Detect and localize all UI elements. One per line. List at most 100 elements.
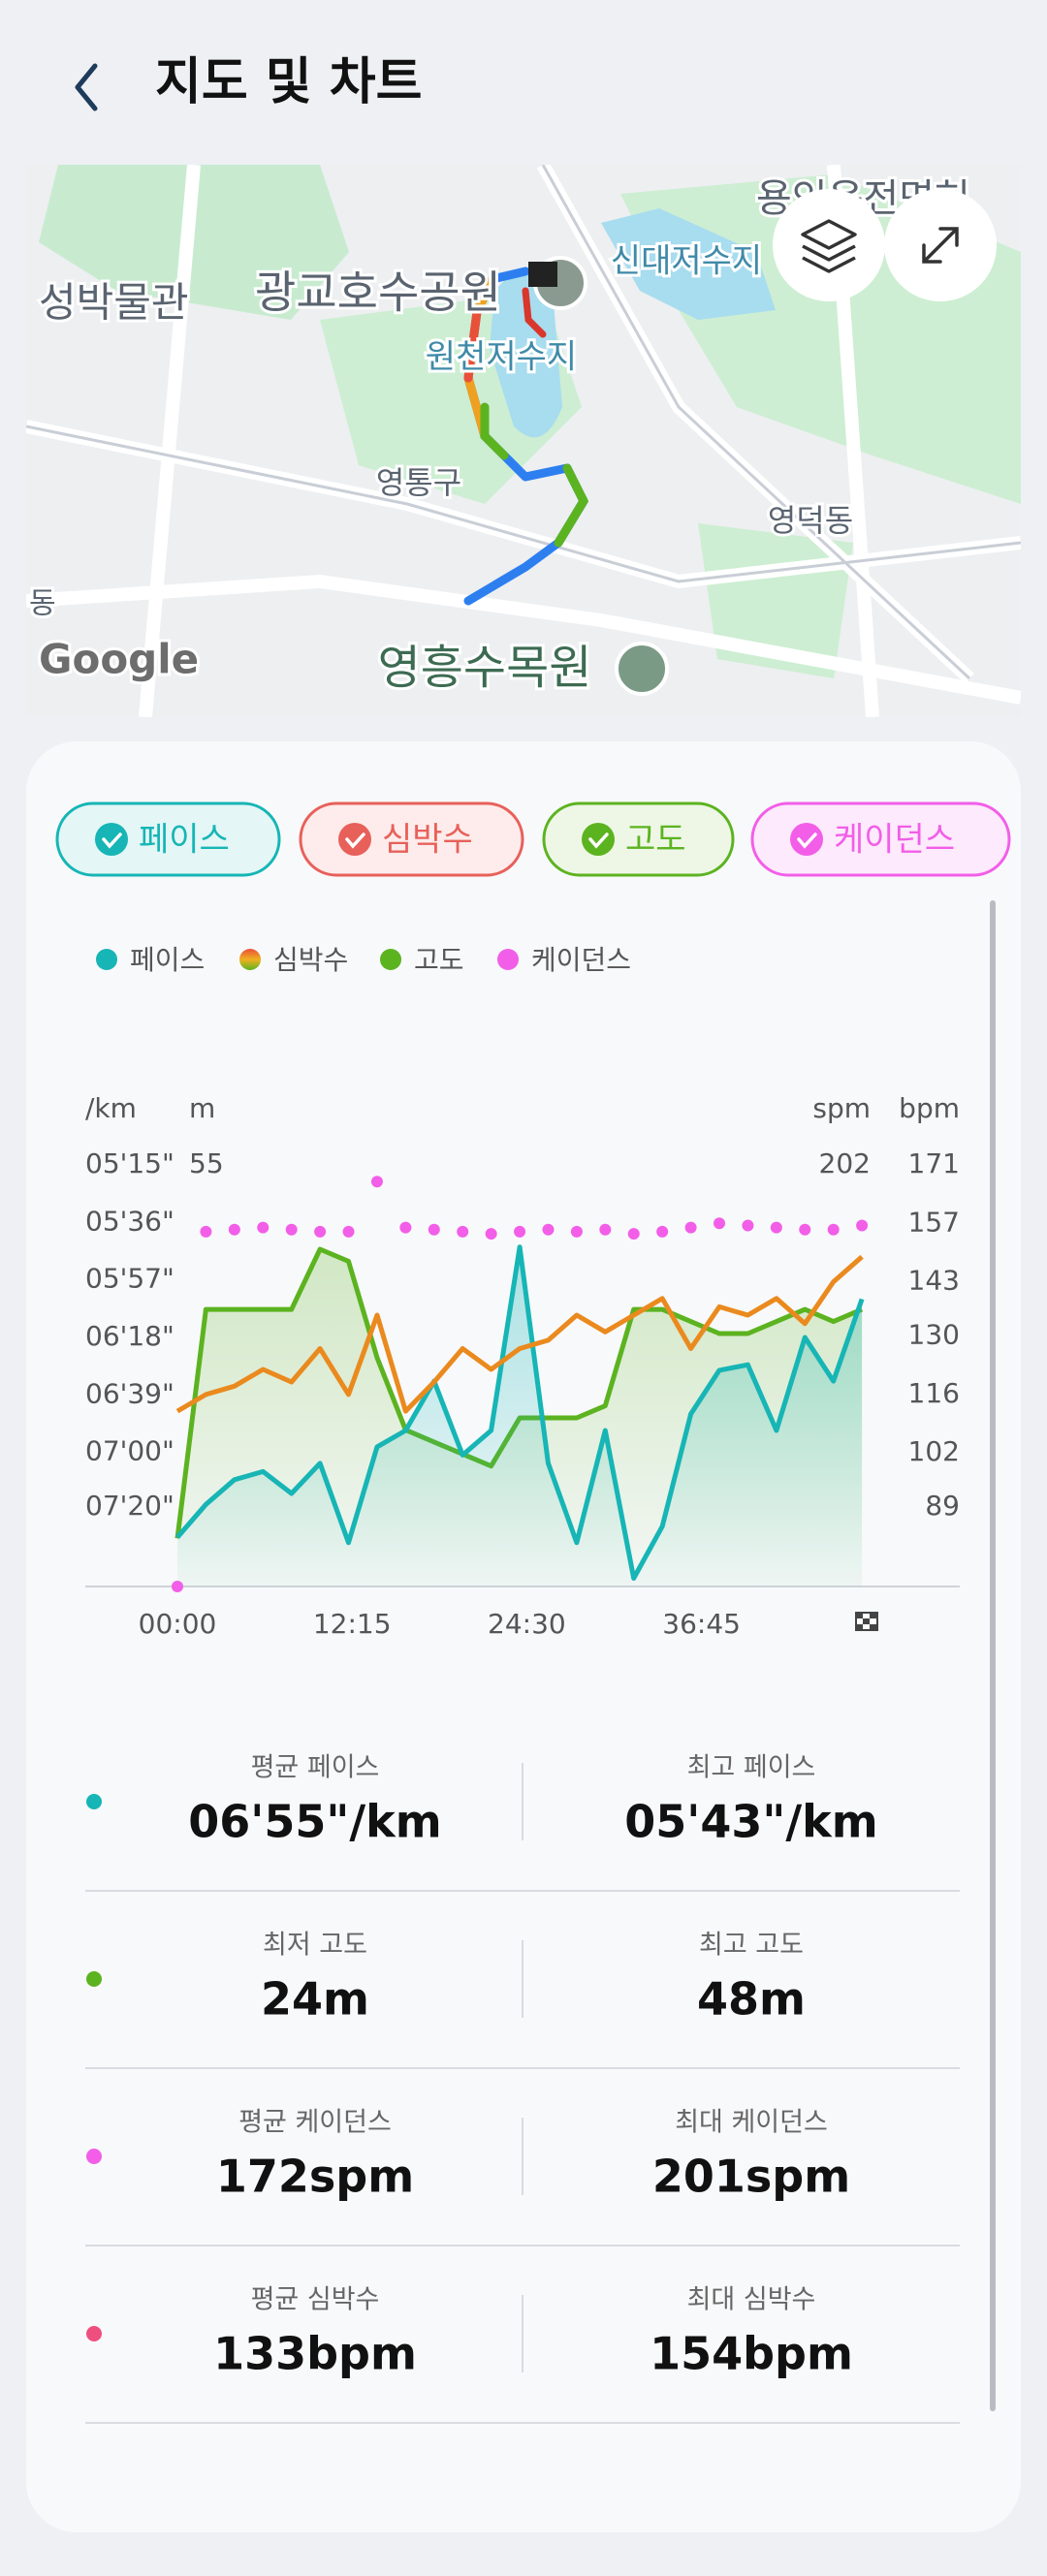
map-label: 원천저수지 (426, 338, 577, 377)
chip-check-mark (797, 832, 817, 849)
y-tick-label: 07'00" (85, 1435, 174, 1467)
chip-label: 페이스 (139, 821, 230, 860)
chip-check-mark (588, 832, 609, 849)
y-tick-label: 157 (908, 1206, 960, 1238)
stat-value: 48m (697, 1973, 806, 2026)
stat-label: 최고 페이스 (687, 1753, 816, 1783)
y-tick-label: 07'20" (85, 1490, 174, 1522)
map-label: 영덕동 (768, 502, 853, 539)
y-tick-label: 06'18" (85, 1320, 174, 1352)
route (463, 307, 482, 383)
stat-label: 최저 고도 (263, 1931, 367, 1961)
series-dot (200, 1225, 212, 1238)
stat-label: 평균 페이스 (251, 1753, 380, 1783)
series-dot (370, 1176, 383, 1188)
road-edge (26, 165, 1021, 680)
filter-chip[interactable] (299, 801, 524, 877)
series-line (175, 1254, 864, 1414)
series-line (175, 1244, 865, 1581)
stat-value: 06'55"/km (188, 1796, 441, 1848)
fullscreen-icon (922, 227, 959, 264)
chip-check (790, 823, 823, 856)
stat-dot (86, 2326, 102, 2341)
series-dot (627, 1228, 640, 1241)
layers-icon (801, 219, 857, 273)
map-label: 동 (29, 587, 56, 621)
axis-unit: bpm (899, 1092, 960, 1124)
map-label: 영흥수목원 (378, 641, 592, 695)
series-dot (714, 1217, 726, 1230)
stat-value: 24m (261, 1973, 369, 2026)
series-dot (457, 1225, 469, 1238)
map-attribution: Google (39, 636, 199, 683)
series-dot (599, 1223, 612, 1236)
series-dot (542, 1223, 555, 1236)
series-dot (514, 1225, 526, 1238)
chart-card (26, 741, 1021, 2532)
x-tick-label: 24:30 (488, 1608, 566, 1640)
back-button[interactable] (75, 63, 98, 111)
series-dot (342, 1225, 355, 1238)
y-tick-label: 05'15" (85, 1147, 174, 1179)
chip-check (338, 823, 371, 856)
scrollbar (990, 900, 996, 2411)
stat-label: 최대 심박수 (687, 2285, 816, 2315)
y-tick-label: 06'39" (85, 1377, 174, 1409)
series-dot (856, 1219, 869, 1232)
lake (490, 271, 562, 438)
lake (601, 208, 776, 320)
y-tick-label: 05'57" (85, 1263, 174, 1295)
stat-label: 최대 케이던스 (675, 2108, 828, 2138)
stat-value: 201spm (652, 2151, 850, 2203)
legend-dot (96, 949, 117, 970)
series-dot (799, 1223, 811, 1236)
x-tick-label: 00:00 (139, 1608, 217, 1640)
legend-label: 고도 (414, 944, 464, 976)
filter-chip[interactable] (750, 801, 1011, 877)
chip-label: 케이던스 (834, 821, 955, 860)
finish-icon (855, 1612, 878, 1631)
map-label: 신대저수지 (611, 242, 762, 281)
series-dot (172, 1581, 183, 1592)
y-tick-label: 202 (819, 1147, 871, 1179)
filter-chip[interactable] (542, 801, 735, 877)
y-tick-label: 89 (925, 1490, 960, 1522)
legend-label: 케이던스 (531, 944, 631, 976)
legend-dot (380, 949, 401, 970)
y-tick-label: 116 (908, 1377, 960, 1409)
stat-label: 최고 고도 (699, 1931, 804, 1961)
layers-button[interactable] (773, 189, 885, 301)
series-dot (257, 1221, 270, 1234)
stat-value: 154bpm (650, 2328, 853, 2380)
chip-check-mark (345, 832, 365, 849)
chip-label: 심박수 (382, 821, 473, 860)
x-tick-label: 36:45 (662, 1608, 741, 1640)
map-label: 영통구 (376, 464, 461, 501)
stat-value: 172spm (216, 2151, 414, 2203)
legend-dot (239, 949, 261, 970)
y-tick-label: 102 (908, 1435, 960, 1467)
chip-check-mark (102, 832, 122, 849)
series-dot (570, 1225, 583, 1238)
route (480, 402, 509, 460)
axis-unit: spm (812, 1092, 871, 1124)
stat-dot (86, 1971, 102, 1987)
y-tick-label: 55 (189, 1147, 224, 1179)
y-tick-label: 05'36" (85, 1205, 174, 1237)
legend-dot (497, 949, 519, 970)
axis-unit: /km (85, 1092, 137, 1124)
series-dot (770, 1221, 782, 1234)
finish-flag (528, 262, 557, 287)
stat-label: 평균 케이던스 (238, 2108, 392, 2138)
chip-check (95, 823, 128, 856)
page-title: 지도 및 차트 (155, 53, 422, 111)
stat-dot (86, 1794, 102, 1809)
x-tick-label: 12:15 (313, 1608, 392, 1640)
stat-value: 133bpm (213, 2328, 417, 2380)
route (522, 287, 547, 338)
series-dot (742, 1219, 754, 1232)
filter-chip[interactable] (55, 801, 281, 877)
map-label: 광교호수공원 (255, 267, 501, 319)
